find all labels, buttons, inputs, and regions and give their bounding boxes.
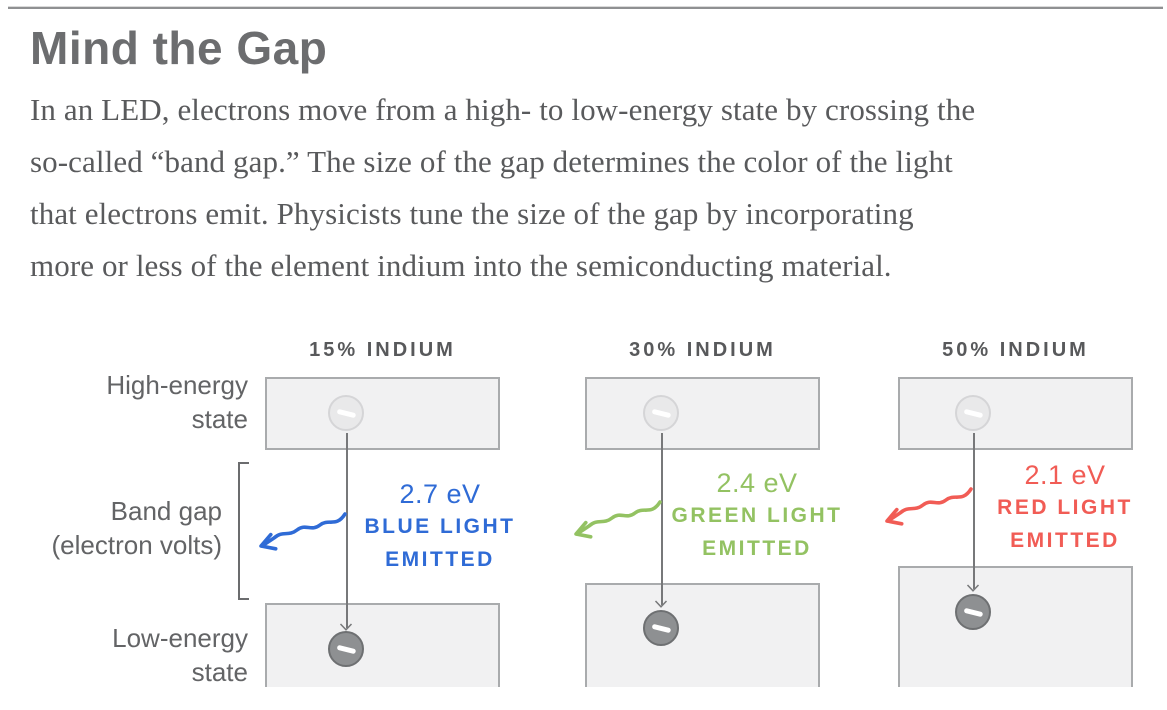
arrowhead-icon: [654, 600, 668, 608]
minus-sign: [963, 607, 983, 617]
band-gap-bracket: [238, 462, 249, 600]
photon-wave-arrow-icon: [574, 500, 662, 539]
electron-icon: [643, 610, 679, 646]
electron-transition-line: [973, 433, 975, 589]
arrowhead-icon: [966, 584, 980, 592]
electron-transition-line: [661, 433, 663, 605]
minus-sign: [963, 408, 983, 418]
light-emitted-label: EMITTED: [385, 548, 495, 571]
top-divider-rule: [8, 6, 1163, 9]
electron-icon: [328, 395, 364, 431]
arrowhead-icon: [339, 623, 353, 631]
low-energy-state-label: Low-energy state: [112, 623, 248, 687]
electron-icon: [643, 395, 679, 431]
band-gap-value: 2.4 eV: [716, 468, 798, 498]
low-energy-band-box: [265, 603, 500, 687]
electron-icon: [955, 395, 991, 431]
minus-sign: [651, 623, 671, 633]
minus-sign: [651, 408, 671, 418]
indium-percentage-label: 15% INDIUM: [309, 339, 456, 361]
light-emitted-label: EMITTED: [1010, 529, 1120, 552]
intro-paragraph: In an LED, electrons move from a high- t…: [30, 92, 976, 283]
emission-caption: 2.4 eV GREEN LIGHT EMITTED: [642, 467, 872, 565]
minus-sign: [336, 644, 356, 654]
light-emitted-label: RED LIGHT: [997, 496, 1133, 519]
high-energy-band-box: [585, 377, 820, 450]
band-gap-value: 2.7 eV: [399, 479, 481, 509]
low-energy-band-box: [585, 583, 820, 687]
emission-caption: 2.7 eV BLUE LIGHT EMITTED: [325, 478, 555, 576]
electron-icon: [955, 594, 991, 630]
minus-sign: [336, 408, 356, 418]
high-energy-band-box: [898, 377, 1133, 450]
electron-transition-line: [346, 433, 348, 628]
indium-percentage-label: 30% INDIUM: [629, 339, 776, 361]
high-energy-state-label: High-energy state: [106, 370, 248, 434]
photon-wave-arrow-icon: [259, 512, 347, 551]
electron-icon: [328, 631, 364, 667]
light-emitted-label: EMITTED: [702, 537, 812, 560]
light-emitted-label: GREEN LIGHT: [671, 504, 843, 527]
band-gap-axis-label: Band gap (electron volts): [51, 496, 223, 560]
low-energy-band-box: [898, 566, 1133, 687]
page-title: Mind the Gap: [30, 22, 328, 74]
indium-percentage-label: 50% INDIUM: [942, 339, 1089, 361]
light-emitted-label: BLUE LIGHT: [364, 515, 516, 538]
band-gap-value: 2.1 eV: [1024, 460, 1106, 490]
high-energy-band-box: [265, 377, 500, 450]
photon-wave-arrow-icon: [885, 487, 973, 526]
emission-caption: 2.1 eV RED LIGHT EMITTED: [950, 459, 1167, 557]
